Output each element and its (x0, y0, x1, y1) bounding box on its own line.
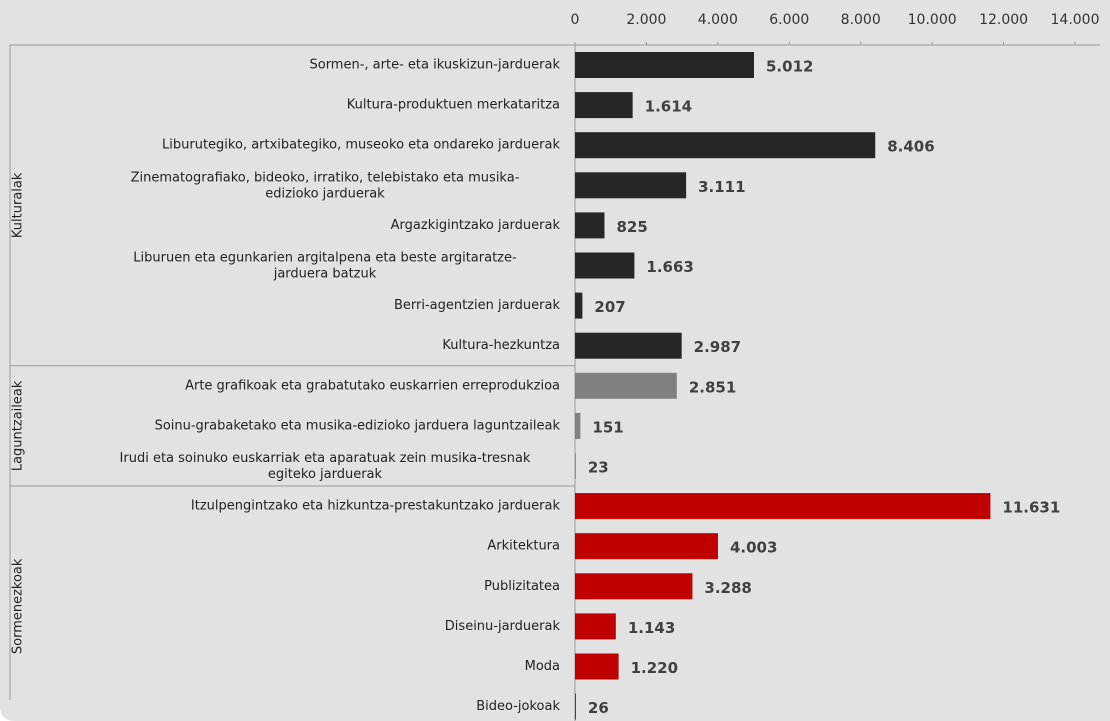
bar (575, 653, 619, 680)
bar (575, 613, 616, 640)
bar (575, 372, 677, 399)
category-label: Kultura-produktuen merkataritza (347, 98, 560, 113)
x-tick-label: 6.000 (769, 12, 809, 28)
x-tick-label: 12.000 (979, 12, 1028, 28)
bar (575, 172, 687, 199)
value-label: 8.406 (887, 138, 934, 156)
bar (575, 573, 693, 600)
bar (575, 453, 576, 479)
category-label: Diseinu-jarduerak (445, 619, 561, 634)
value-label: 1.614 (645, 98, 692, 116)
category-label: Arkitektura (487, 539, 560, 554)
category-label: Zinematografiako, bideoko, irratiko, tel… (131, 170, 520, 201)
value-label: 4.003 (730, 539, 777, 557)
bar (575, 92, 633, 119)
category-label: Berri-agentzien jarduerak (394, 298, 561, 313)
category-label: Argazkigintzako jarduerak (391, 218, 561, 233)
value-label: 1.220 (631, 659, 678, 677)
category-label: Liburuen eta egunkarien argitalpena eta … (133, 250, 517, 281)
value-label: 1.143 (628, 619, 675, 637)
x-tick-label: 2.000 (626, 12, 666, 28)
bar (575, 212, 605, 239)
x-tick-label: 14.000 (1051, 12, 1100, 28)
bar (575, 132, 876, 159)
value-label: 825 (616, 218, 647, 236)
group-label: Kulturalak (11, 172, 26, 238)
category-label: Soinu-grabaketako eta musika-edizioko ja… (155, 418, 561, 433)
bar (575, 412, 581, 439)
value-label: 11.631 (1002, 499, 1060, 517)
category-label: Irudi eta soinuko euskarriak eta aparatu… (120, 451, 531, 482)
x-tick-label: 0 (571, 12, 580, 28)
bar (575, 52, 754, 78)
bar (575, 332, 682, 359)
category-label: Moda (525, 659, 560, 674)
category-label: Liburutegiko, artxibategiko, museoko eta… (162, 138, 560, 153)
category-label: Itzulpengintzako eta hizkuntza-prestakun… (191, 499, 561, 514)
group-label: Laguntzaileak (11, 380, 26, 471)
value-label: 151 (592, 418, 623, 436)
category-label: Arte grafikoak eta grabatutako euskarrie… (185, 378, 560, 393)
x-tick-label: 10.000 (908, 12, 957, 28)
category-label: Sormen-, arte- eta ikuskizun-jarduerak (309, 58, 560, 73)
bar (575, 292, 583, 319)
value-label: 1.663 (646, 258, 693, 276)
category-label: Publizitatea (484, 579, 560, 594)
value-label: 2.851 (689, 378, 736, 396)
value-label: 207 (594, 298, 625, 316)
bar (575, 252, 635, 279)
bar (575, 533, 718, 560)
value-label: 3.111 (698, 178, 745, 196)
category-label: Kultura-hezkuntza (442, 338, 560, 353)
category-label: Bideo-jokoak (476, 699, 560, 714)
value-label: 23 (588, 459, 609, 477)
bar (575, 693, 576, 720)
x-tick-label: 8.000 (841, 12, 881, 28)
group-label: Sormenezkoak (11, 558, 26, 654)
x-tick-label: 4.000 (698, 12, 738, 28)
value-label: 3.288 (704, 579, 751, 597)
value-label: 2.987 (694, 338, 741, 356)
bar (575, 493, 991, 520)
value-label: 26 (588, 699, 609, 717)
value-label: 5.012 (766, 58, 813, 76)
